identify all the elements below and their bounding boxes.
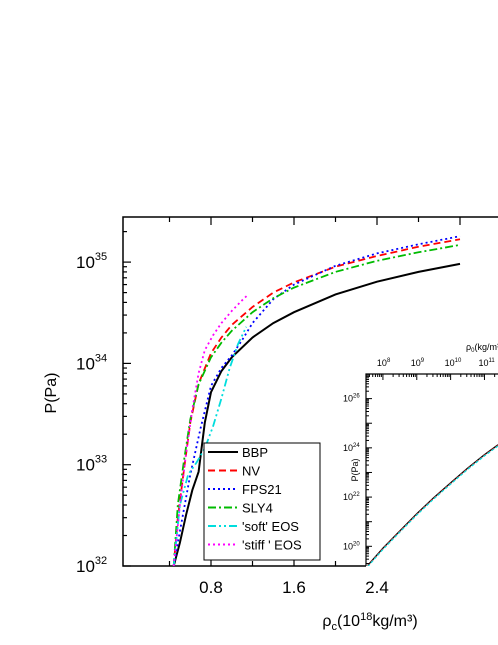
- series-line-fps21: [172, 235, 461, 566]
- legend-label: 'soft' EOS: [242, 519, 299, 534]
- inset-x-tick-label: 109: [411, 358, 425, 368]
- inset-y-tick-label: 1026: [343, 394, 360, 404]
- legend-label: FPS21: [242, 482, 282, 497]
- inset-x-tick-label: 1011: [478, 358, 495, 368]
- inset-background: [366, 374, 498, 574]
- inset-x-axis-title: ρ0(kg/m³): [466, 342, 498, 354]
- inset-plot: 108 109 1010 1011 1020 1022 1024 1026 ρ0(kg/m³…: [343, 342, 498, 574]
- inset-y-tick-label: 1024: [343, 443, 360, 453]
- x-axis-title: ρc(1018kg/m³): [322, 611, 417, 633]
- inset-curves: [367, 444, 498, 566]
- inset-axes-frame: [365, 373, 498, 566]
- inset-ticks: [366, 374, 496, 565]
- y-tick-label: 1032: [76, 555, 107, 576]
- inset-x-tick-label: 1010: [445, 358, 462, 368]
- series-line-sly4: [172, 244, 461, 566]
- series-line-bbp: [172, 262, 461, 566]
- legend-label: 'stiff ' EOS: [242, 538, 302, 553]
- legend-label: SLY4: [242, 501, 273, 516]
- y-tick-label: 1033: [76, 454, 107, 475]
- inset-y-tick-labels: 1020 1022 1024 1026: [343, 394, 360, 552]
- inset-y-tick-label: 1020: [343, 541, 360, 551]
- y-tick-label: 1034: [76, 352, 107, 373]
- inset-y-axis-title: P(Pa): [350, 458, 360, 481]
- legend-box: [203, 442, 321, 561]
- inset-y-tick-label: 1022: [343, 492, 360, 502]
- y-axis-title: P(Pa): [43, 373, 60, 414]
- legend: BBP NV FPS21 SLY4 'soft' EOS 'stiff ' EOS: [203, 442, 321, 561]
- x-tick-label: 0.8: [199, 578, 223, 597]
- main-axes-frame: [122, 216, 498, 567]
- main-y-tick-labels: 1032 1033 1034 1035: [76, 251, 107, 576]
- main-x-tick-labels: 0.8 1.6 2.4: [199, 578, 389, 597]
- x-tick-label: 2.4: [365, 578, 389, 597]
- main-plot: 0.8 1.6 2.4 1032 1033 1034 1035: [76, 216, 498, 597]
- inset-x-tick-labels: 108 109 1010 1011: [377, 358, 495, 368]
- y-tick-label: 1035: [76, 251, 107, 272]
- series-line--stiff-eos: [172, 293, 249, 566]
- main-curves: [172, 235, 461, 566]
- legend-items: BBP NV FPS21 SLY4 'soft' EOS 'stiff ' EOS: [208, 445, 302, 553]
- inset-x-tick-label: 108: [377, 358, 391, 368]
- x-tick-label: 1.6: [282, 578, 306, 597]
- series-line-nv: [172, 238, 461, 566]
- legend-label: BBP: [242, 445, 268, 460]
- inset-series-line--soft-eos: [367, 445, 498, 566]
- legend-label: NV: [242, 464, 260, 479]
